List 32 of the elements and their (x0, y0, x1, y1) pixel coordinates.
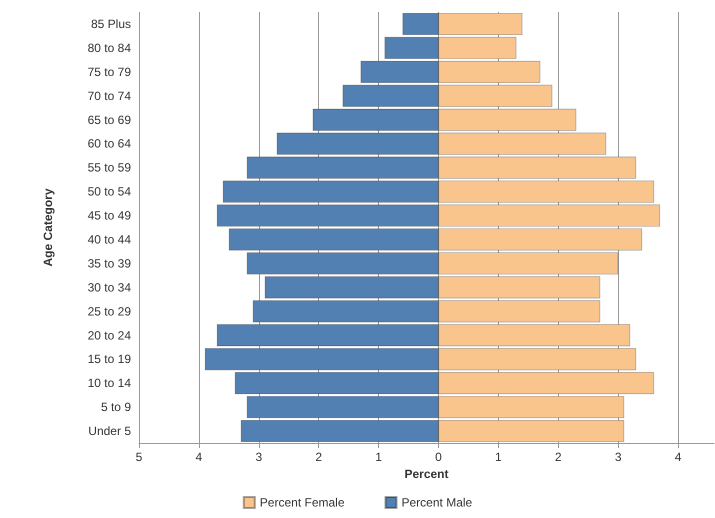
y-tick-label: 65 to 69 (88, 112, 132, 127)
x-tick-label: 4 (196, 450, 203, 464)
legend-label: Percent Male (402, 496, 473, 510)
legend-label: Percent Female (260, 496, 345, 510)
y-tick-label: 40 to 44 (88, 232, 132, 246)
x-tick-label: 5 (136, 450, 143, 464)
y-tick-label: Under 5 (88, 424, 132, 438)
y-tick-label: 80 to 84 (88, 40, 132, 55)
y-tick-label: 20 to 24 (88, 328, 132, 342)
x-tick-label: 2 (554, 450, 562, 464)
x-tick-label: 0 (435, 450, 442, 464)
y-tick-label: 10 to 14 (88, 376, 132, 390)
y-tick-label: 60 to 64 (88, 136, 132, 151)
x-tick-label: 3 (614, 450, 622, 464)
y-tick-label: 45 to 49 (88, 208, 132, 223)
y-tick-label: 55 to 59 (88, 160, 132, 175)
y-tick-label: 35 to 39 (88, 256, 132, 270)
y-tick-label: 75 to 79 (88, 64, 132, 79)
y-tick-label: 85 Plus (90, 16, 131, 31)
y-tick-label: 30 to 34 (88, 280, 132, 294)
y-tick-label: 50 to 54 (88, 184, 132, 199)
y-tick-label: 70 to 74 (88, 88, 132, 103)
y-axis-title: Age Category (41, 188, 55, 267)
x-tick-label: 1 (495, 450, 502, 464)
x-axis-title: Percent (404, 466, 449, 481)
y-tick-label: 25 to 29 (88, 304, 132, 318)
y-tick-label: 5 to 9 (100, 400, 132, 414)
x-tick-label: 3 (255, 450, 262, 464)
x-tick-label: 4 (674, 450, 682, 464)
x-tick-label: 1 (375, 450, 382, 464)
x-tick-label: 2 (315, 450, 322, 464)
y-tick-label: 15 to 19 (88, 352, 132, 366)
